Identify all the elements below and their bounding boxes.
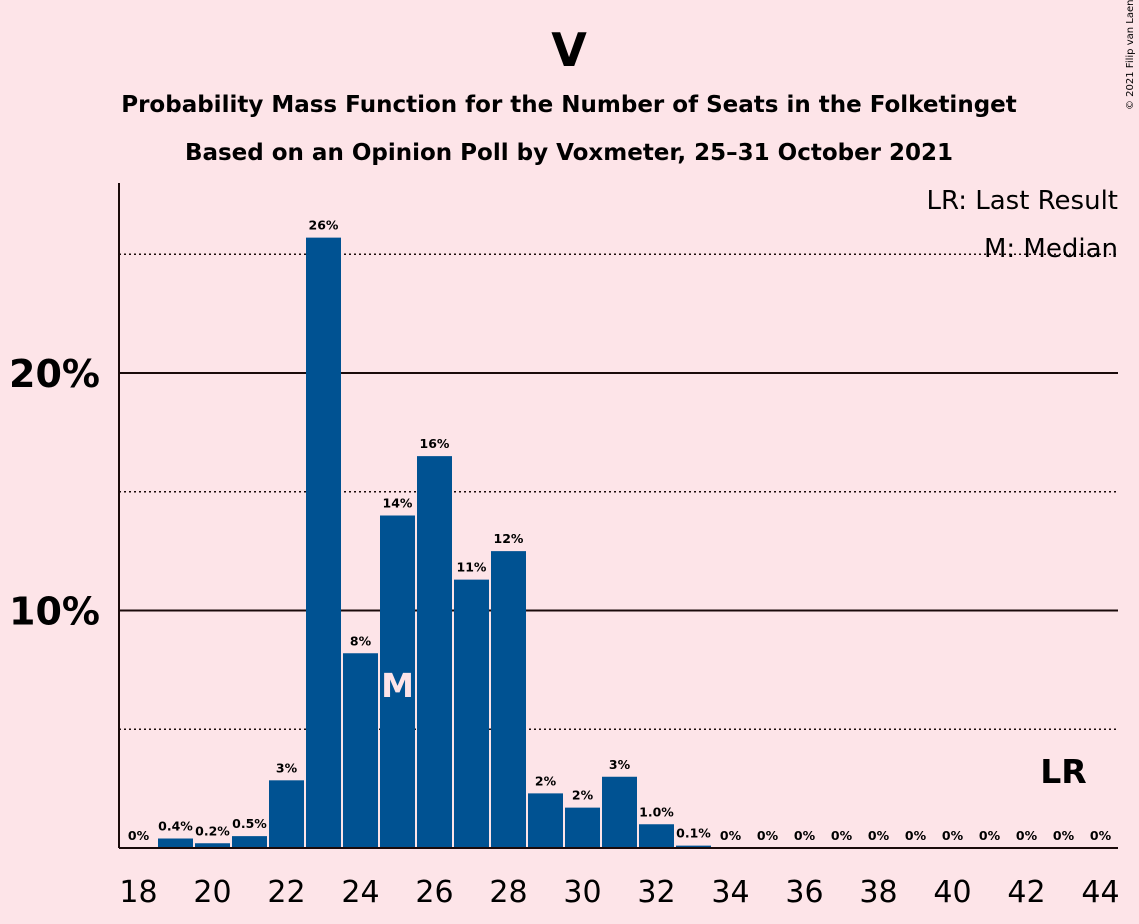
bar-seat-28 bbox=[491, 551, 526, 848]
bar-seat-33 bbox=[676, 845, 711, 848]
x-tick-label: 18 bbox=[119, 875, 157, 910]
data-label-seat-36: 0% bbox=[794, 828, 816, 843]
x-tick-label: 34 bbox=[711, 875, 749, 910]
bar-seat-26 bbox=[417, 456, 452, 848]
gridlines bbox=[119, 253, 1118, 730]
chart-title: V bbox=[551, 23, 587, 77]
bar-seat-32 bbox=[639, 824, 674, 848]
bar-seat-23 bbox=[306, 237, 341, 848]
x-tick-label: 22 bbox=[267, 875, 305, 910]
y-tick-label: 20% bbox=[9, 352, 100, 396]
chart-subtitle-line-1: Probability Mass Function for the Number… bbox=[121, 92, 1017, 118]
data-label-seat-28: 12% bbox=[494, 531, 524, 546]
data-label-seat-18: 0% bbox=[128, 828, 150, 843]
x-tick-label: 30 bbox=[563, 875, 601, 910]
bar-seat-22 bbox=[269, 780, 304, 848]
x-tick-label: 28 bbox=[489, 875, 527, 910]
data-label-seat-41: 0% bbox=[979, 828, 1001, 843]
x-tick-label: 24 bbox=[341, 875, 379, 910]
data-label-seat-24: 8% bbox=[350, 633, 372, 648]
data-label-seat-43: 0% bbox=[1053, 828, 1075, 843]
data-label-seat-39: 0% bbox=[905, 828, 927, 843]
x-tick-label: 36 bbox=[785, 875, 823, 910]
data-label-seat-35: 0% bbox=[757, 828, 779, 843]
bar-seat-20 bbox=[195, 843, 230, 848]
legend-median: M: Median bbox=[984, 234, 1118, 264]
x-tick-label: 32 bbox=[637, 875, 675, 910]
copyright-notice: © 2021 Filip van Laenen bbox=[1125, 0, 1136, 110]
axes bbox=[118, 183, 1118, 849]
bars bbox=[158, 237, 711, 848]
data-label-seat-34: 0% bbox=[720, 828, 742, 843]
data-labels: 0% 0.4% 0.2% 0.5% 3% 26% 8% 14% 16% 11% 12% 2% 2% 3% 1… bbox=[128, 218, 1112, 843]
legend-last-result: LR: Last Result bbox=[926, 186, 1118, 216]
data-label-seat-22: 3% bbox=[276, 760, 298, 775]
data-label-seat-26: 16% bbox=[420, 436, 450, 451]
median-marker: M bbox=[381, 666, 414, 705]
data-label-seat-40: 0% bbox=[942, 828, 964, 843]
bar-seat-25 bbox=[380, 515, 415, 848]
x-tick-label: 44 bbox=[1081, 875, 1119, 910]
chart-subtitle-line-2: Based on an Opinion Poll by Voxmeter, 25… bbox=[185, 140, 953, 166]
data-label-seat-33: 0.1% bbox=[676, 826, 711, 841]
bar-seat-21 bbox=[232, 836, 267, 848]
last-result-marker: LR bbox=[1040, 752, 1086, 791]
data-label-seat-44: 0% bbox=[1090, 828, 1112, 843]
data-label-seat-27: 11% bbox=[457, 560, 487, 575]
bar-seat-19 bbox=[158, 838, 193, 848]
bar-seat-27 bbox=[454, 579, 489, 848]
bar-seat-31 bbox=[602, 776, 637, 848]
data-label-seat-32: 1.0% bbox=[639, 804, 674, 819]
data-label-seat-21: 0.5% bbox=[232, 816, 267, 831]
data-label-seat-31: 3% bbox=[609, 757, 631, 772]
data-label-seat-42: 0% bbox=[1016, 828, 1038, 843]
data-label-seat-25: 14% bbox=[383, 496, 413, 511]
data-label-seat-38: 0% bbox=[868, 828, 890, 843]
bar-seat-24 bbox=[343, 653, 378, 848]
y-tick-label: 10% bbox=[9, 590, 100, 634]
y-tick-labels: 10% 20% bbox=[9, 352, 100, 634]
data-label-seat-19: 0.4% bbox=[158, 819, 193, 834]
bar-seat-29 bbox=[528, 793, 563, 848]
data-label-seat-30: 2% bbox=[572, 788, 594, 803]
data-label-seat-20: 0.2% bbox=[195, 823, 230, 838]
data-label-seat-23: 26% bbox=[309, 218, 339, 233]
x-tick-labels: 18 20 22 24 26 28 30 32 34 36 38 40 42 44 bbox=[119, 875, 1119, 910]
data-label-seat-29: 2% bbox=[535, 773, 557, 788]
x-tick-label: 20 bbox=[193, 875, 231, 910]
x-tick-label: 38 bbox=[859, 875, 897, 910]
x-tick-label: 26 bbox=[415, 875, 453, 910]
x-tick-label: 42 bbox=[1007, 875, 1045, 910]
bar-seat-30 bbox=[565, 807, 600, 848]
x-tick-label: 40 bbox=[933, 875, 971, 910]
data-label-seat-37: 0% bbox=[831, 828, 853, 843]
